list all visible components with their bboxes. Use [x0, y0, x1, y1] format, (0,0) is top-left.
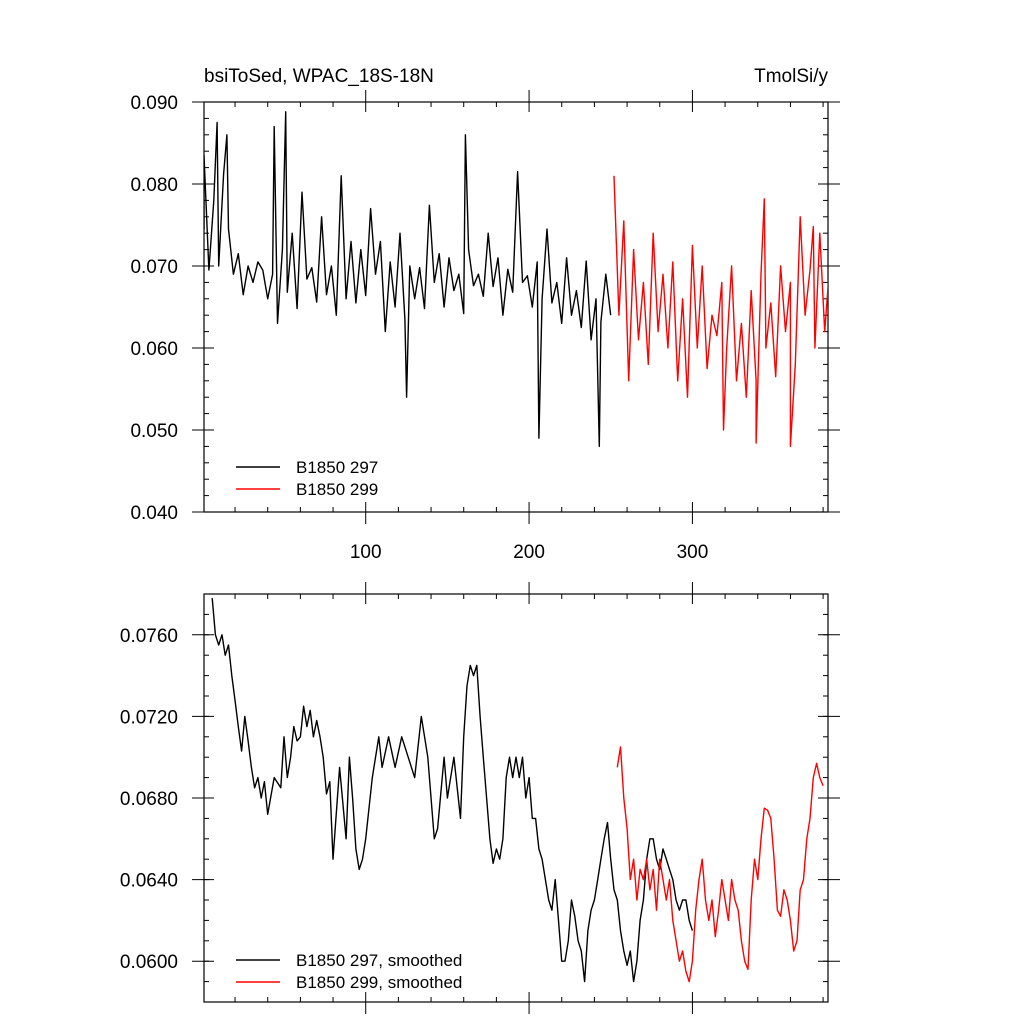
plot-frame — [203, 593, 829, 1003]
plot-frame — [203, 101, 829, 513]
y-tick-label: 0.040 — [130, 503, 178, 524]
top-chart: bsiToSed, WPAC_18S-18N TmolSi/y 100 200 30… — [130, 66, 840, 563]
y-tick-label: 0.050 — [130, 421, 178, 442]
bottom-chart: 0.0600 0.0640 0.0680 0.0720 0.0760 B1850 297,… — [120, 582, 840, 1014]
x-tick-label: 300 — [677, 542, 709, 563]
chart-title: bsiToSed, WPAC_18S-18N — [204, 66, 434, 87]
y-tick-label: 0.070 — [130, 257, 178, 278]
y-tick-label: 0.060 — [130, 339, 178, 360]
series-line — [616, 746, 824, 983]
y-tick-label: 0.0640 — [120, 871, 178, 892]
y-tick-label: 0.090 — [130, 93, 178, 114]
series-line — [613, 175, 828, 448]
y-tick-label: 0.0760 — [120, 626, 178, 647]
series-line — [204, 111, 612, 448]
y-tick-label: 0.0720 — [120, 707, 178, 728]
units-label: TmolSi/y — [754, 66, 828, 87]
legend-label: B1850 297, smoothed — [296, 951, 462, 970]
series-line — [211, 598, 694, 983]
y-tick-label: 0.0600 — [120, 952, 178, 973]
y-tick-label: 0.0680 — [120, 789, 178, 810]
x-tick-label: 200 — [513, 542, 545, 563]
legend-label: B1850 299, smoothed — [296, 973, 462, 992]
x-tick-label: 100 — [350, 542, 382, 563]
legend-label: B1850 299 — [296, 480, 378, 499]
legend-label: B1850 297 — [296, 458, 378, 477]
y-tick-label: 0.080 — [130, 175, 178, 196]
